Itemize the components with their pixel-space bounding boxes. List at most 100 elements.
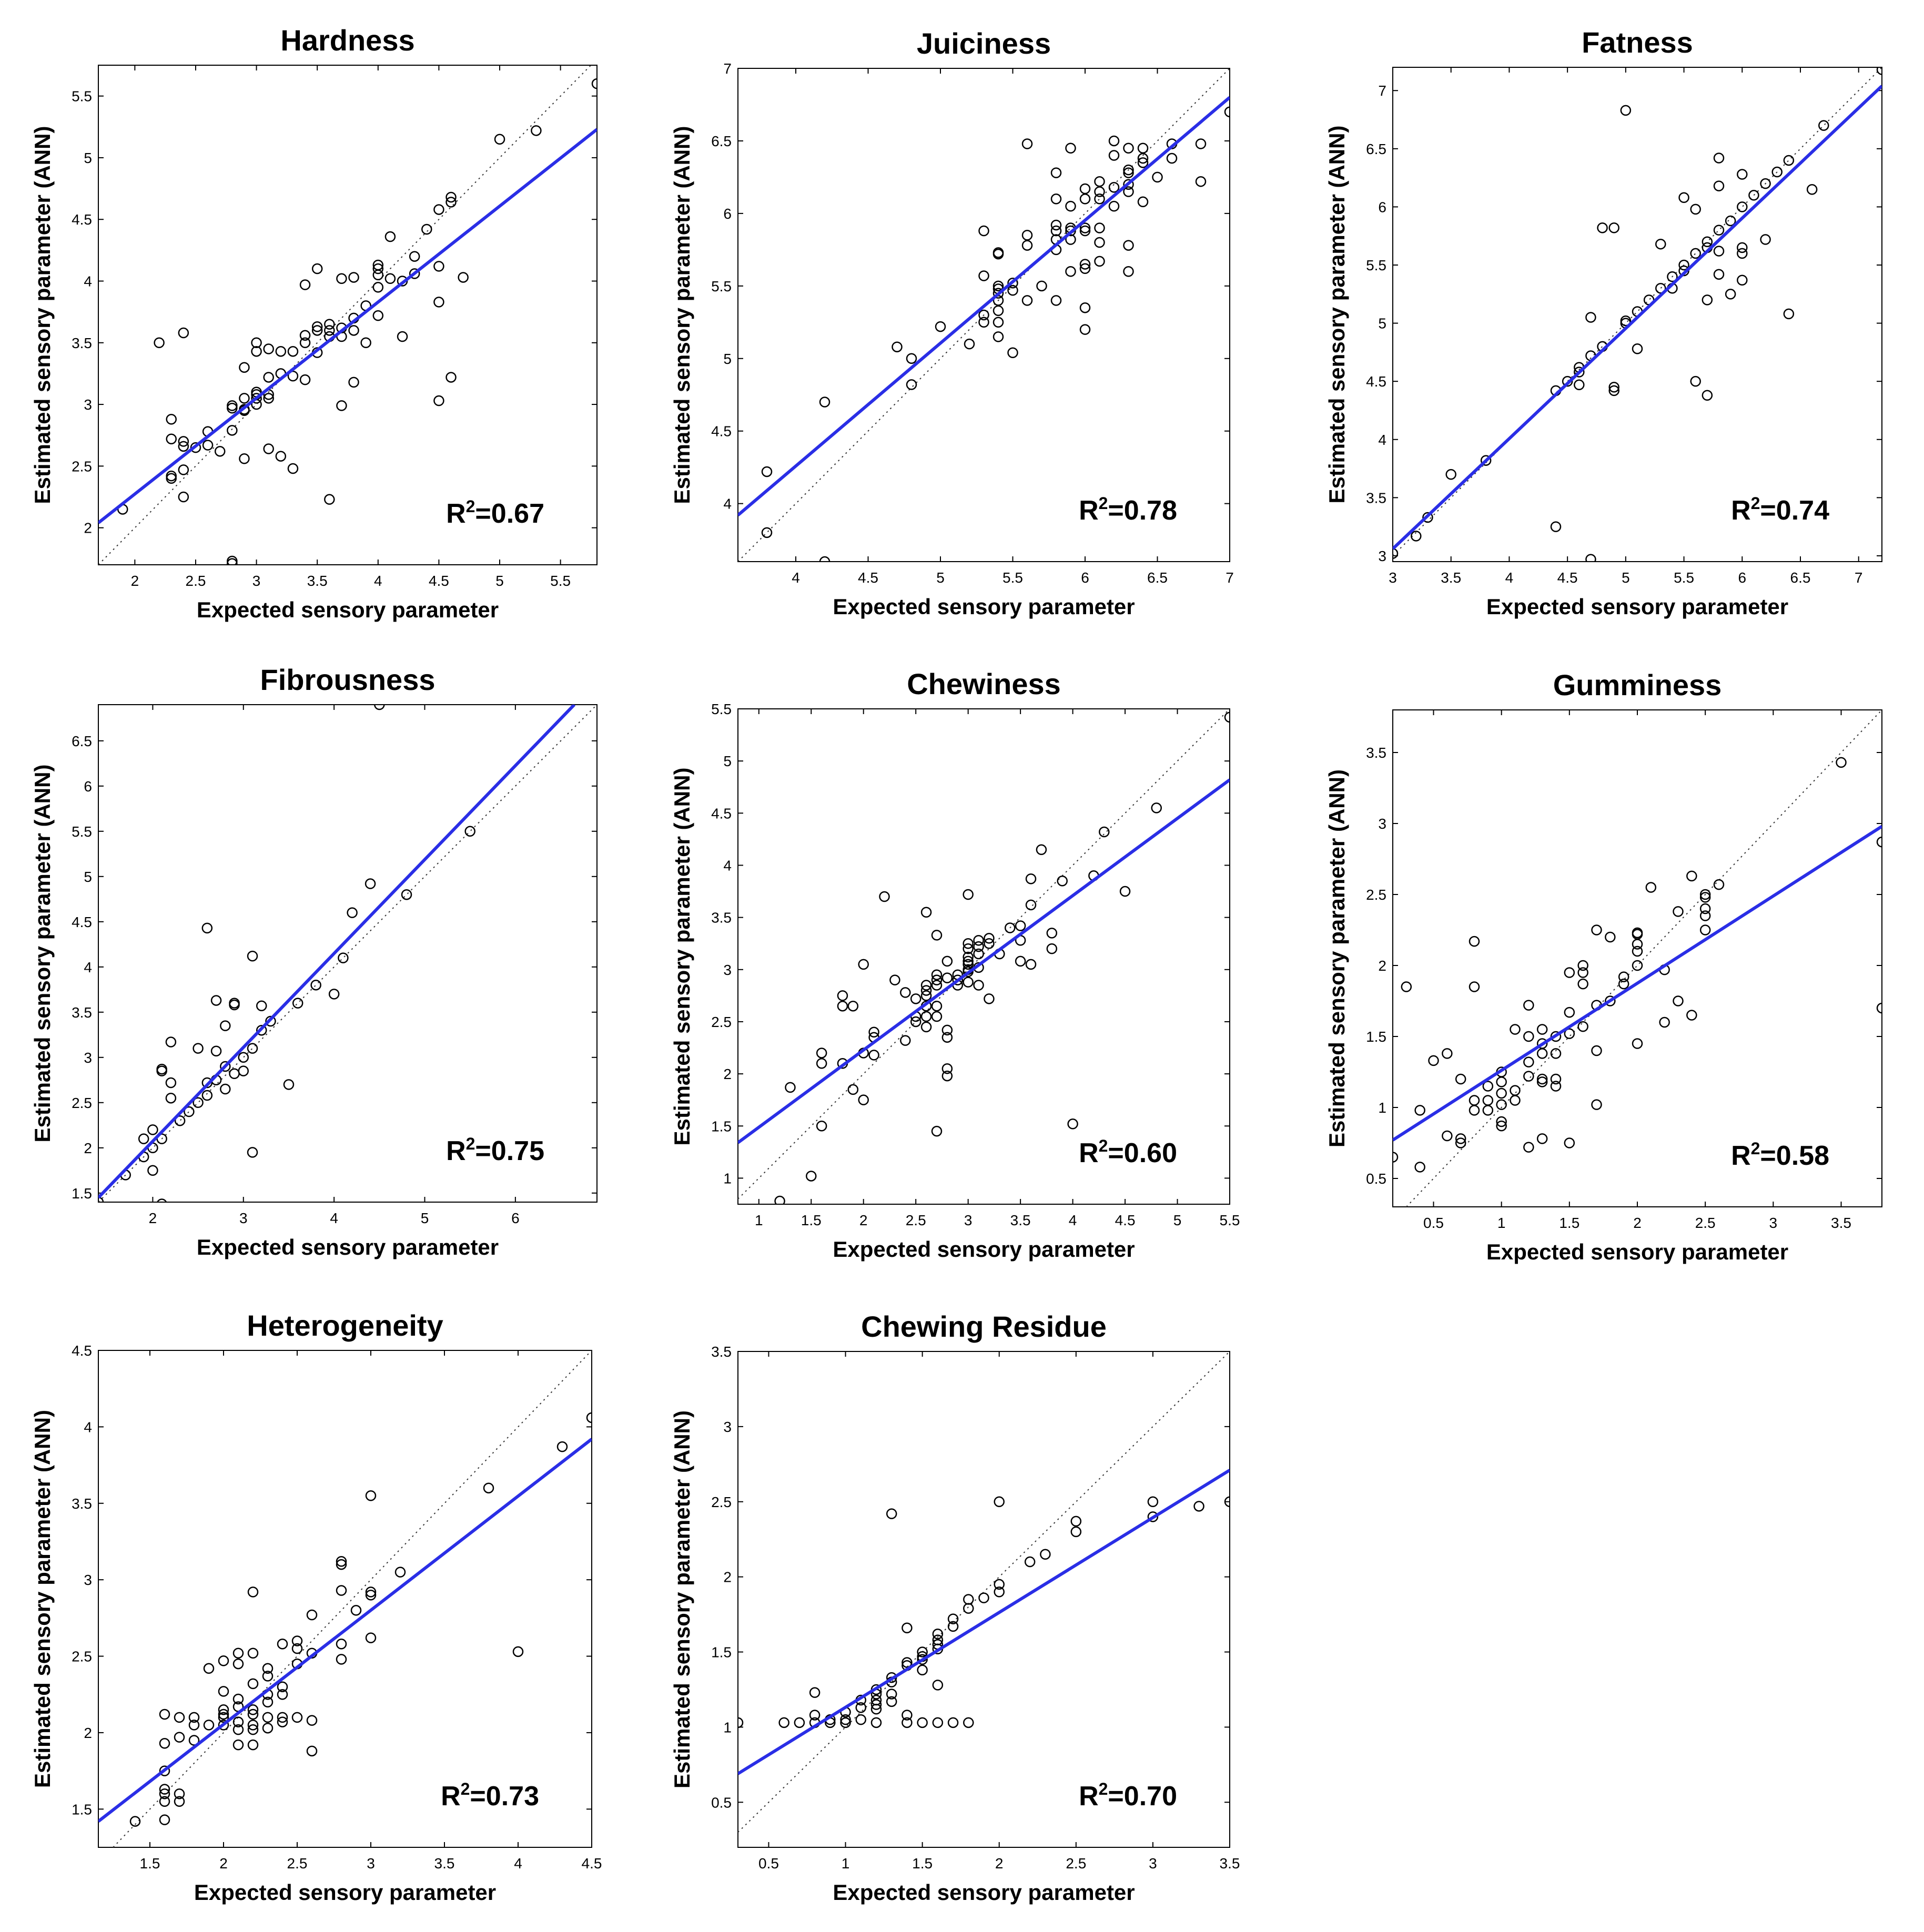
data-point <box>166 433 177 444</box>
y-tick-label: 3 <box>723 962 732 978</box>
data-point <box>1655 282 1666 294</box>
x-tick-label: 1 <box>1497 1215 1506 1231</box>
data-point <box>1469 1105 1480 1116</box>
data-point <box>374 705 385 710</box>
plot-area <box>1393 710 1882 1207</box>
y-tick-label: 4 <box>84 959 92 975</box>
y-tick-label: 5 <box>723 753 732 769</box>
data-point <box>138 1133 149 1144</box>
data-point <box>902 1657 913 1668</box>
data-point <box>1536 1133 1548 1144</box>
x-tick-label: 3.5 <box>434 1855 455 1872</box>
data-point <box>336 273 347 284</box>
data-point <box>174 1712 185 1723</box>
data-point <box>101 1858 110 1867</box>
data-point <box>1007 278 1018 289</box>
plot-frame <box>737 1351 1230 1848</box>
data-point <box>1783 308 1795 320</box>
data-point <box>932 1717 944 1728</box>
data-point <box>494 134 505 145</box>
data-point <box>1123 240 1134 251</box>
y-tick-label: 5.5 <box>72 88 92 105</box>
data-point <box>1079 324 1091 335</box>
data-point <box>1760 178 1771 189</box>
chart-panel-2: Juiciness 4 4.5 5 5.5 6 6.5 7 4 4.5 5 5.5 6 6.5 7 Expec… <box>670 27 1234 619</box>
data-point <box>1574 367 1585 378</box>
y-tick-label: 4.5 <box>711 805 732 821</box>
data-point <box>1079 259 1091 270</box>
data-point <box>886 1689 897 1700</box>
y-tick-label: 3 <box>84 1050 92 1066</box>
x-tick-label: 5.5 <box>1220 1212 1240 1228</box>
data-point <box>1123 186 1134 197</box>
data-point <box>232 1739 244 1751</box>
data-point <box>1620 105 1632 116</box>
data-point <box>1123 167 1134 178</box>
data-point <box>931 969 943 980</box>
data-point <box>1608 381 1619 393</box>
y-tick-label: 2 <box>84 520 92 536</box>
data-point <box>299 337 311 349</box>
data-point <box>232 1648 244 1659</box>
y-tick-label: 2 <box>723 1066 732 1082</box>
data-point <box>931 980 943 991</box>
data-point <box>858 959 869 970</box>
data-point <box>1690 248 1701 259</box>
data-point <box>218 1704 229 1715</box>
data-point <box>1094 222 1105 233</box>
data-point <box>165 1036 177 1048</box>
data-point <box>1442 1048 1453 1059</box>
data-point <box>227 558 238 565</box>
data-point <box>256 1024 267 1036</box>
chart-title: Chewing Residue <box>861 1310 1107 1343</box>
y-tick-label: 4.5 <box>711 423 732 440</box>
data-point <box>178 441 189 452</box>
y-axis-label: Estimated sensory parameter (ANN) <box>30 1410 55 1788</box>
data-point <box>147 1165 158 1176</box>
y-tick-label: 4 <box>723 496 732 512</box>
data-point <box>159 1788 170 1799</box>
data-point <box>247 950 258 962</box>
y-tick-label: 4 <box>723 857 732 873</box>
regression-line <box>98 128 597 524</box>
data-point <box>1876 67 1882 75</box>
data-point <box>993 331 1004 342</box>
x-tick-label: 2 <box>1633 1215 1642 1231</box>
data-point <box>591 78 597 89</box>
y-tick-label: 4 <box>84 273 92 289</box>
r-squared-superscript: 2 <box>1099 1136 1108 1155</box>
data-point <box>299 279 311 290</box>
data-point <box>220 1020 231 1031</box>
data-point <box>973 935 984 946</box>
data-point <box>1137 143 1149 154</box>
data-point <box>1099 826 1110 838</box>
data-point <box>1137 152 1149 164</box>
data-point <box>247 1147 258 1158</box>
data-point <box>1523 1071 1534 1082</box>
data-point <box>993 317 1004 328</box>
data-point <box>210 995 222 1006</box>
plot-frame <box>98 1350 592 1848</box>
identity-line <box>738 68 1230 562</box>
data-point <box>1783 155 1795 166</box>
x-tick-label: 5.5 <box>1674 570 1694 586</box>
data-point <box>1550 521 1562 532</box>
data-point <box>1079 222 1091 233</box>
data-point <box>1510 1095 1521 1106</box>
x-axis-label: Expected sensory parameter <box>833 1237 1135 1262</box>
data-point <box>178 327 189 339</box>
data-point <box>837 990 848 1001</box>
data-point <box>1040 1549 1051 1560</box>
data-point <box>1523 1000 1534 1011</box>
r-squared-prefix: R <box>441 1781 461 1812</box>
x-tick-label: 2 <box>149 1210 157 1226</box>
data-point <box>154 337 165 349</box>
data-point <box>283 1079 295 1090</box>
data-point <box>401 889 412 900</box>
x-tick-label: 3 <box>1149 1855 1157 1872</box>
y-tick-label: 0.5 <box>711 1794 732 1811</box>
data-point <box>816 1058 827 1069</box>
data-point <box>1632 960 1643 971</box>
data-point <box>935 321 946 332</box>
data-point <box>963 966 974 978</box>
